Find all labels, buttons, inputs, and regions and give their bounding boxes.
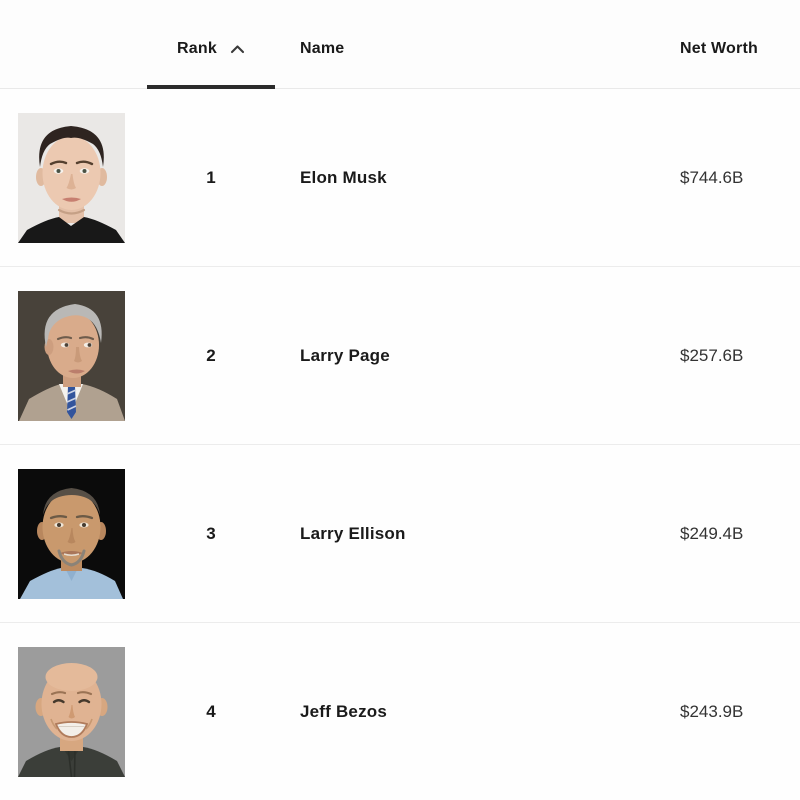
net-worth-value: $744.6B (680, 167, 744, 187)
header-cell-net-worth[interactable]: Net Worth (680, 30, 800, 58)
rank-value: 1 (206, 167, 216, 187)
net-worth-value: $249.4B (680, 523, 744, 543)
net-worth-value: $257.6B (680, 345, 744, 365)
rank-value: 2 (206, 345, 216, 365)
rank-value: 3 (206, 523, 216, 543)
photo-elon-musk (18, 112, 125, 243)
header-cell-name[interactable]: Name (275, 30, 680, 58)
rank-value: 4 (206, 701, 216, 721)
table-row-larry-ellison[interactable]: 3 Larry Ellison $249.4B (0, 445, 800, 623)
name-header-label: Name (300, 40, 345, 57)
person-name: Jeff Bezos (300, 701, 388, 721)
photo-larry-page (18, 290, 125, 421)
person-name: Larry Ellison (300, 523, 406, 543)
net-worth-value: $243.9B (680, 701, 744, 721)
person-name: Elon Musk (300, 167, 387, 187)
photo-larry-ellison (18, 468, 125, 599)
rank-header-label: Rank (177, 40, 217, 57)
net-worth-header-label: Net Worth (680, 40, 758, 57)
photo-jeff-bezos (18, 646, 125, 777)
table-row-jeff-bezos[interactable]: 4 Jeff Bezos $243.9B (0, 623, 800, 800)
rank-sort-underline (147, 85, 275, 89)
chevron-up-icon (230, 34, 245, 54)
table-row-elon-musk[interactable]: 1 Elon Musk $744.6B (0, 89, 800, 267)
header-cell-rank[interactable]: Rank (147, 0, 275, 89)
person-name: Larry Page (300, 345, 390, 365)
table-row-larry-page[interactable]: 2 Larry Page $257.6B (0, 267, 800, 445)
table-header: Rank Name Net Worth (0, 0, 800, 89)
